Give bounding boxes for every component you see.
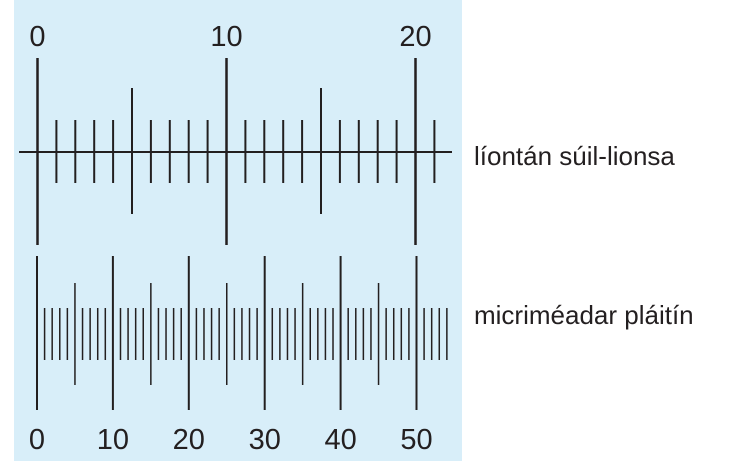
eyepiece-graticule-label: líontán súil-lionsa (474, 141, 675, 171)
stage-scale-label: 10 (97, 424, 129, 456)
stage-scale-label: 40 (324, 424, 356, 456)
stage-micrometer-label: micriméadar pláitín (474, 300, 694, 330)
scale-panel (14, 0, 462, 461)
eyepiece-scale-label: 0 (29, 21, 45, 53)
eyepiece-scale-label: 10 (210, 21, 242, 53)
stage-micrometer-scale: 0 10 20 30 40 50 (29, 256, 448, 456)
stage-scale-label: 20 (173, 424, 205, 456)
stage-scale-label: 30 (249, 424, 281, 456)
stage-scale-label: 0 (29, 424, 45, 456)
eyepiece-scale-label: 20 (399, 21, 431, 53)
stage-scale-label: 50 (400, 424, 432, 456)
eyepiece-graticule-scale: 0 10 20 (19, 21, 452, 245)
